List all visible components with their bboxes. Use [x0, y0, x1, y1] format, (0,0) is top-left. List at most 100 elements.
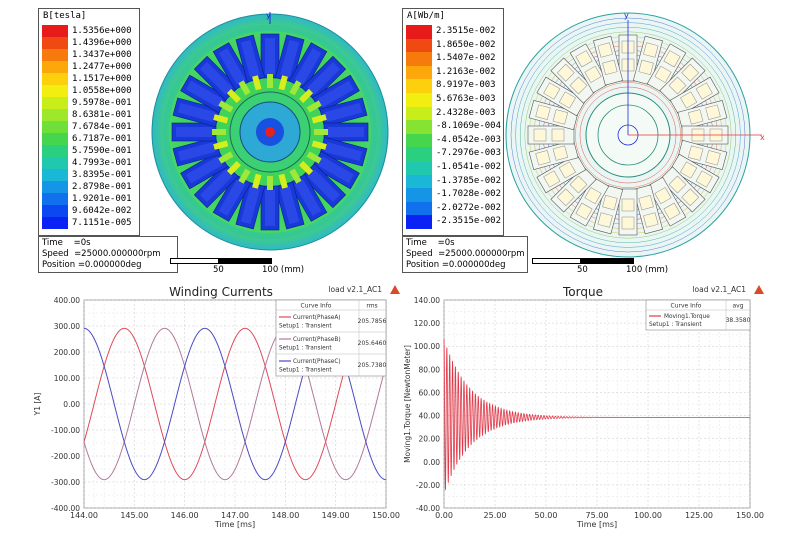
stator-slot	[180, 74, 234, 114]
x-tick-label: 150.00	[736, 511, 764, 520]
flux-density-legend-value: 4.7993e-001	[72, 158, 132, 168]
stator-slot-outline	[527, 125, 575, 145]
y-tick-label: 40.00	[419, 412, 441, 421]
x-tick-label: 149.00	[322, 511, 350, 520]
legend-header-value: avg	[732, 303, 743, 310]
flux-density-legend-swatch	[42, 97, 68, 109]
flux-density-legend-swatch	[42, 145, 68, 157]
position-value: =0.000000deg	[77, 260, 142, 270]
logo-icon	[390, 285, 400, 294]
stator-slot	[212, 42, 252, 96]
legend-series-rms: 205.7856	[358, 318, 387, 325]
flux-density-scale-bar	[170, 256, 272, 264]
legend-series-name: Current(PhaseA)	[293, 315, 341, 321]
y-tick-label: 60.00	[419, 388, 441, 397]
x-axis-label: Time [ms]	[214, 520, 255, 529]
flux-density-legend-swatch	[42, 49, 68, 61]
flux-density-legend-row: 7.6784e-001	[39, 121, 139, 133]
logo-icon	[754, 285, 764, 294]
legend-header-info: Curve Info	[671, 303, 702, 310]
vector-potential-legend-swatch	[406, 79, 432, 93]
stator-slot	[311, 136, 368, 167]
vector-potential-legend-row: 2.4328e-003	[403, 106, 503, 121]
vector-potential-legend-swatch	[406, 93, 432, 107]
flux-density-legend-row: 1.4396e+000	[39, 37, 139, 49]
stator-slot	[235, 34, 266, 91]
flux-density-legend-value: 1.3437e+000	[72, 50, 132, 60]
stator-slot-outline	[632, 35, 663, 86]
vector-potential-motor: y x	[505, 11, 765, 258]
y-tick-label: 20.00	[419, 435, 441, 444]
position-label: Position	[42, 260, 76, 270]
vector-potential-legend-swatch	[406, 52, 432, 66]
flux-density-legend-swatch	[42, 133, 68, 145]
flux-density-legend-row: 1.2477e+000	[39, 61, 139, 73]
vector-potential-legend-value: -2.3515e-002	[436, 216, 502, 227]
flux-density-legend-value: 6.7187e-001	[72, 134, 132, 144]
flux-density-legend-value: 1.0558e+000	[72, 86, 132, 96]
time-value: =0s	[437, 238, 455, 248]
flux-density-legend-value: 5.7590e-001	[72, 146, 132, 156]
flux-density-scale-mid: 50	[213, 265, 224, 275]
stator-slot-outline	[646, 43, 687, 94]
stator-slot-outline	[550, 166, 597, 213]
flux-density-legend-value: 9.6042e-002	[72, 206, 132, 216]
vector-potential-legend-row: 2.3515e-002	[403, 25, 503, 39]
chart-tag: load v2.1_AC1	[328, 285, 382, 294]
stator-slot-outline	[536, 76, 587, 117]
x-tick-label: 147.00	[221, 511, 249, 520]
speed-label: Speed	[42, 249, 69, 259]
vector-potential-legend-value: -1.0541e-002	[436, 162, 502, 172]
vector-potential-legend-swatch	[406, 215, 432, 229]
stator-slot-outline	[528, 139, 579, 170]
flux-density-legend-row: 1.3437e+000	[39, 49, 139, 61]
flux-density-panel: y B[tesla] 1.5356e+000 1.4396e+000 1.3437e…	[0, 0, 400, 275]
flux-density-legend-value: 1.9201e-001	[72, 194, 132, 204]
stator-slot-outline	[528, 100, 579, 131]
flux-density-legend-row: 3.8395e-001	[39, 169, 139, 181]
flux-density-legend-title: B[tesla]	[43, 11, 87, 21]
stator-slot	[288, 168, 328, 222]
series-line	[443, 339, 750, 491]
vector-potential-legend-row: -7.2976e-003	[403, 147, 503, 161]
flux-density-legend-row: 7.1151e-005	[39, 217, 139, 229]
stator-slot-outline	[569, 176, 610, 227]
vector-potential-legend-value: 2.4328e-003	[436, 107, 496, 118]
flux-density-legend-swatch	[42, 157, 68, 169]
vector-potential-legend-row: -2.0272e-002	[403, 201, 503, 216]
chart-title: Winding Currents	[169, 285, 273, 299]
y-tick-label: -300.00	[51, 478, 80, 487]
stator-slot	[193, 160, 242, 209]
x-tick-label: 75.00	[586, 511, 609, 520]
y-tick-label: 120.00	[414, 319, 440, 328]
series-line	[83, 327, 387, 481]
speed-value: =25000.000000rpm	[438, 249, 525, 259]
flux-density-legend-row: 1.1517e+000	[39, 73, 139, 85]
vector-potential-legend-value: -7.2976e-003	[436, 148, 502, 159]
vector-potential-legend-value: 1.5407e-002	[436, 53, 496, 64]
y-tick-label: -100.00	[51, 426, 80, 435]
vector-potential-legend-row: 5.6763e-003	[403, 93, 503, 107]
vector-potential-legend-row: -1.7028e-002	[403, 188, 503, 202]
y-tick-label: -200.00	[51, 452, 80, 461]
flux-density-motor: y	[151, 11, 389, 251]
stator-slot-outline	[669, 153, 720, 194]
vector-potential-panel: y x A[Wb/m] 2.3515e-002 1.8650e-002 1.5407…	[400, 0, 800, 275]
flux-density-legend-row: 1.9201e-001	[39, 193, 139, 205]
stator-slot	[306, 74, 360, 114]
flux-density-legend-row: 6.7187e-001	[39, 133, 139, 145]
legend-header-info: Curve Info	[301, 303, 332, 310]
stator-slot-outline	[669, 76, 720, 117]
y-tick-label: -20.00	[416, 481, 440, 490]
speed-value: =25000.000000rpm	[74, 249, 161, 259]
stator-slot-outline	[632, 184, 663, 235]
time-label: Time	[42, 238, 63, 248]
y-tick-label: 80.00	[419, 365, 441, 374]
y-tick-label: -40.00	[416, 504, 440, 513]
stator-slot	[288, 42, 328, 96]
x-tick-label: 146.00	[171, 511, 199, 520]
legend-series-setup: Setup1 : Transient	[279, 324, 332, 330]
stator-slot	[172, 136, 229, 167]
vector-potential-legend-swatch	[406, 147, 432, 161]
flux-density-legend-value: 9.5978e-001	[72, 98, 132, 108]
